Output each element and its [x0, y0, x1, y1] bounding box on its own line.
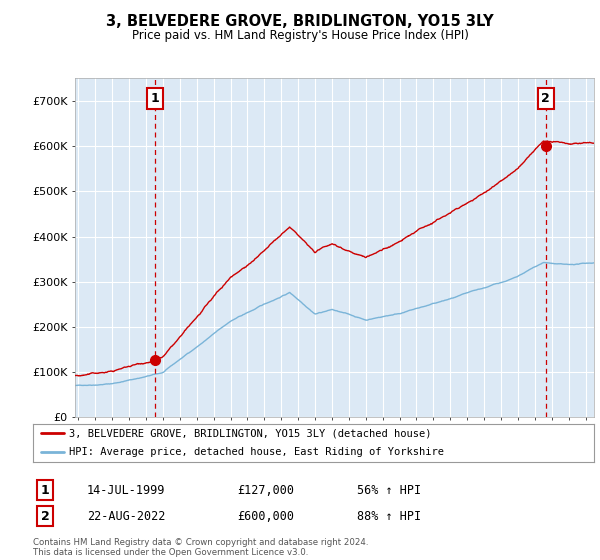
Text: 3, BELVEDERE GROVE, BRIDLINGTON, YO15 3LY (detached house): 3, BELVEDERE GROVE, BRIDLINGTON, YO15 3L… [70, 428, 432, 438]
Text: 22-AUG-2022: 22-AUG-2022 [87, 510, 166, 523]
Text: 2: 2 [541, 92, 550, 105]
Text: 2: 2 [41, 510, 49, 523]
Text: 1: 1 [151, 92, 160, 105]
Text: 88% ↑ HPI: 88% ↑ HPI [357, 510, 421, 523]
Text: HPI: Average price, detached house, East Riding of Yorkshire: HPI: Average price, detached house, East… [70, 447, 445, 457]
Text: Price paid vs. HM Land Registry's House Price Index (HPI): Price paid vs. HM Land Registry's House … [131, 29, 469, 42]
Text: 56% ↑ HPI: 56% ↑ HPI [357, 483, 421, 497]
Text: £127,000: £127,000 [237, 483, 294, 497]
Text: 1: 1 [41, 483, 49, 497]
Text: £600,000: £600,000 [237, 510, 294, 523]
Text: Contains HM Land Registry data © Crown copyright and database right 2024.
This d: Contains HM Land Registry data © Crown c… [33, 538, 368, 557]
Text: 3, BELVEDERE GROVE, BRIDLINGTON, YO15 3LY: 3, BELVEDERE GROVE, BRIDLINGTON, YO15 3L… [106, 14, 494, 29]
Text: 14-JUL-1999: 14-JUL-1999 [87, 483, 166, 497]
